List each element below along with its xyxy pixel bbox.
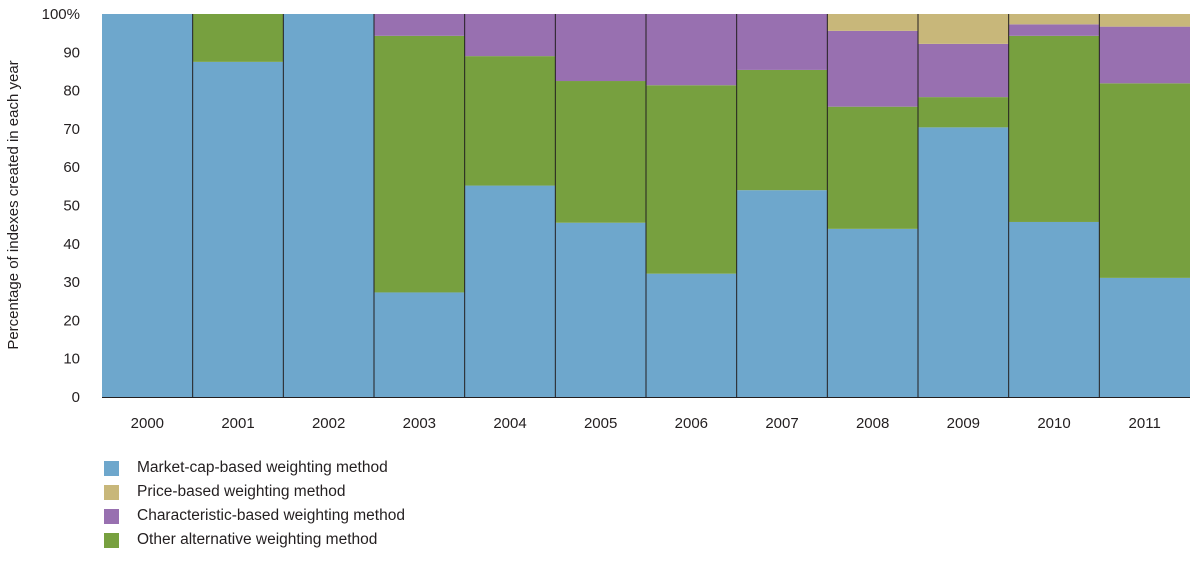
y-tick-label: 40 xyxy=(63,236,80,253)
bar-2007-series-0 xyxy=(736,190,828,397)
bar-2001-series-1 xyxy=(192,14,284,62)
x-tick-labels: 2000 2001 2002 2003 2004 2005 2006 2007 2008 2009… xyxy=(131,415,1161,432)
legend-label: Other alternative weighting method xyxy=(137,531,378,548)
x-tick-label: 2001 xyxy=(221,415,254,432)
bar-2005-series-1 xyxy=(555,81,646,223)
bar-2004-series-2 xyxy=(464,14,556,57)
y-tick-label: 0 xyxy=(72,389,80,406)
y-tick-labels: 0 10 20 30 40 50 60 70 80 90 100% xyxy=(42,6,80,406)
bar-2010-series-0 xyxy=(1008,221,1100,397)
x-tick-label: 2006 xyxy=(675,415,708,432)
bar-2008-series-1 xyxy=(827,106,918,229)
stacked-bar-chart: 0 10 20 30 40 50 60 70 80 90 100% 2000 2001 2002 2003… xyxy=(5,6,1190,432)
y-tick-label: 20 xyxy=(63,312,80,329)
bar-2011-series-0 xyxy=(1099,277,1190,397)
legend-item: Market-cap-based weighting method xyxy=(104,456,405,480)
legend-swatch xyxy=(104,484,119,500)
bar-2003-series-1 xyxy=(374,35,465,293)
x-tick-label: 2008 xyxy=(856,415,889,432)
bar-2005-series-0 xyxy=(555,222,646,397)
bar-2002-series-0 xyxy=(283,14,374,397)
bar-2011-series-3 xyxy=(1099,14,1190,27)
bar-2006-series-0 xyxy=(646,273,737,397)
bar-2006-series-1 xyxy=(646,85,737,274)
bar-2009-series-1 xyxy=(918,97,1009,128)
bar-2007-series-2 xyxy=(736,14,828,70)
bar-2008-series-0 xyxy=(827,228,918,397)
x-tick-label: 2003 xyxy=(403,415,436,432)
legend-label: Characteristic-based weighting method xyxy=(137,507,405,524)
bar-2009-series-0 xyxy=(918,127,1009,398)
legend-swatch xyxy=(104,460,119,476)
bar-2008-series-3 xyxy=(827,14,918,31)
y-axis-label: Percentage of indexes created in each ye… xyxy=(5,60,22,349)
bar-2010-series-3 xyxy=(1008,14,1100,25)
legend-item: Price-based weighting method xyxy=(104,480,405,504)
bar-2010-series-1 xyxy=(1008,35,1100,222)
x-tick-label: 2000 xyxy=(131,415,164,432)
y-tick-label: 60 xyxy=(63,159,80,176)
y-tick-label: 10 xyxy=(63,351,80,368)
bar-2009-series-2 xyxy=(918,43,1009,98)
y-tick-label: 30 xyxy=(63,274,80,291)
bar-2010-series-2 xyxy=(1008,24,1100,36)
legend: Market-cap-based weighting method Price-b… xyxy=(104,456,405,552)
bars-group xyxy=(102,14,1190,398)
legend-item: Characteristic-based weighting method xyxy=(104,504,405,528)
x-tick-label: 2007 xyxy=(765,415,798,432)
bar-2003-series-0 xyxy=(374,292,465,397)
y-tick-label: 80 xyxy=(63,83,80,100)
legend-label: Market-cap-based weighting method xyxy=(137,459,388,476)
bar-2005-series-2 xyxy=(555,14,646,82)
bar-2001-series-0 xyxy=(192,61,284,397)
y-tick-label: 50 xyxy=(63,198,80,215)
bar-2008-series-2 xyxy=(827,30,918,107)
bar-2006-series-2 xyxy=(646,14,737,86)
legend-swatch xyxy=(104,508,119,524)
bar-2011-series-1 xyxy=(1099,83,1190,278)
bar-2004-series-0 xyxy=(464,185,556,397)
bar-2003-series-2 xyxy=(374,14,465,36)
y-tick-label: 70 xyxy=(63,121,80,138)
legend-item: Other alternative weighting method xyxy=(104,528,405,552)
x-tick-label: 2009 xyxy=(947,415,980,432)
legend-label: Price-based weighting method xyxy=(137,483,346,500)
x-tick-label: 2004 xyxy=(493,415,526,432)
bar-2011-series-2 xyxy=(1099,26,1190,84)
bar-2004-series-1 xyxy=(464,56,556,186)
x-tick-label: 2011 xyxy=(1129,415,1161,432)
x-tick-label: 2010 xyxy=(1037,415,1070,432)
bar-2009-series-3 xyxy=(918,14,1009,44)
bar-2007-series-1 xyxy=(736,69,828,191)
x-tick-label: 2005 xyxy=(584,415,617,432)
y-tick-label: 90 xyxy=(63,44,80,61)
x-tick-label: 2002 xyxy=(312,415,345,432)
y-tick-label: 100% xyxy=(42,6,80,23)
legend-swatch xyxy=(104,532,119,548)
bar-2000-series-0 xyxy=(102,14,193,397)
